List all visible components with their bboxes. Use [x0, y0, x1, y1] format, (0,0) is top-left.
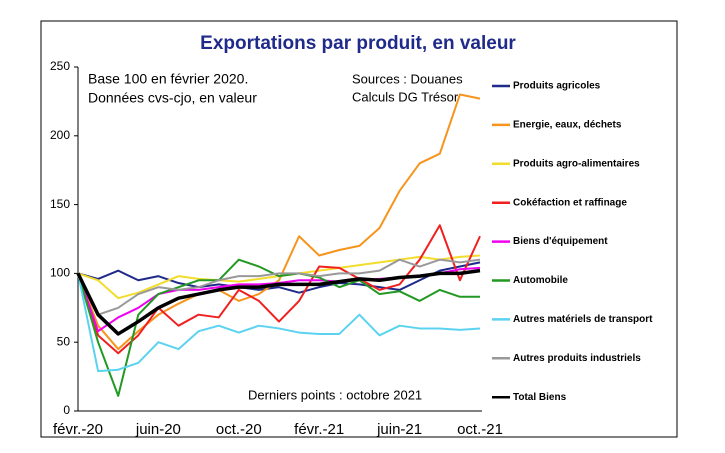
y-tick-label: 200 [50, 128, 70, 142]
x-tick-label: févr.-20 [53, 421, 103, 438]
legend-label: Biens d'équipement [513, 236, 608, 247]
legend-label: Autres matériels de transport [513, 314, 653, 325]
legend-label: Autres produits industriels [513, 353, 641, 364]
annotation: Calculs DG Trésor [352, 89, 459, 104]
legend-label: Produits agricoles [513, 81, 601, 92]
y-tick-label: 150 [50, 197, 70, 211]
legend-label: Cokéfaction et raffinage [513, 197, 627, 208]
series-line [77, 258, 480, 397]
annotation: Derniers points : octobre 2021 [248, 387, 422, 402]
legend-label: Total Biens [513, 392, 567, 403]
x-tick-label: févr.-21 [294, 421, 344, 438]
series-line [77, 258, 481, 316]
x-tick-label: juin-21 [376, 421, 422, 438]
series-line [76, 268, 481, 336]
x-tick-label: oct.-21 [457, 421, 503, 438]
annotation: Données cvs-cjo, en valeur [88, 90, 257, 106]
y-tick-label: 250 [50, 59, 70, 73]
chart-title: Exportations par produit, en valeur [200, 33, 516, 54]
y-tick-label: 100 [50, 266, 70, 280]
annotation: Base 100 en février 2020. [88, 71, 248, 87]
legend-label: Automobile [513, 275, 568, 286]
legend-label: Energie, eaux, déchets [513, 120, 622, 131]
annotation: Sources : Douanes [352, 71, 463, 86]
chart-frame [40, 20, 678, 438]
legend-label: Produits agro-alimentaires [513, 158, 640, 169]
series-line [77, 224, 481, 355]
y-tick-label: 0 [63, 403, 70, 417]
series-line [77, 273, 481, 373]
series-line [77, 261, 481, 294]
y-tick-label: 50 [57, 334, 71, 348]
x-tick-label: oct.-20 [216, 421, 262, 438]
x-tick-label: juin-20 [135, 421, 181, 438]
